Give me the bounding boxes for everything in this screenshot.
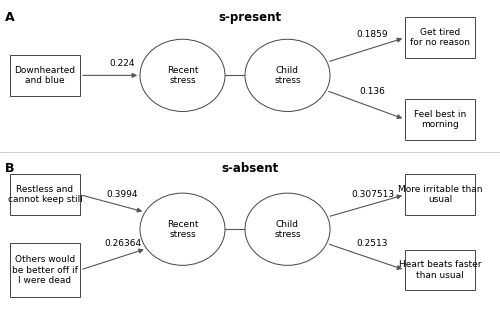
FancyBboxPatch shape [405,250,475,290]
Text: 0.307513: 0.307513 [351,190,394,199]
Text: s-absent: s-absent [222,162,278,175]
Ellipse shape [140,193,225,265]
Text: Heart beats faster
than usual: Heart beats faster than usual [399,260,481,280]
Text: Child
stress: Child stress [274,219,301,239]
Ellipse shape [245,193,330,265]
FancyBboxPatch shape [405,17,475,58]
FancyBboxPatch shape [405,174,475,215]
Text: 0.1859: 0.1859 [356,30,388,39]
Text: Get tired
for no reason: Get tired for no reason [410,28,470,47]
Text: More irritable than
usual: More irritable than usual [398,185,482,204]
Text: 0.136: 0.136 [360,87,386,96]
FancyBboxPatch shape [405,99,475,140]
Text: Others would
be better off if
I were dead: Others would be better off if I were dea… [12,255,78,285]
Text: B: B [5,162,15,175]
Text: Downhearted
and blue: Downhearted and blue [14,66,76,85]
Text: s-present: s-present [218,11,282,24]
Text: 0.2513: 0.2513 [357,239,388,248]
Text: Restless and
cannot keep still: Restless and cannot keep still [8,185,83,204]
FancyBboxPatch shape [10,55,80,96]
Text: 0.3994: 0.3994 [107,190,138,199]
FancyBboxPatch shape [10,243,80,297]
FancyBboxPatch shape [10,174,80,215]
Text: 0.224: 0.224 [110,58,135,68]
Text: Recent
stress: Recent stress [167,219,198,239]
Text: 0.26364: 0.26364 [104,239,141,248]
Ellipse shape [140,39,225,111]
Text: Feel best in
morning: Feel best in morning [414,110,466,129]
Ellipse shape [245,39,330,111]
Text: Child
stress: Child stress [274,66,301,85]
Text: Recent
stress: Recent stress [167,66,198,85]
Text: A: A [5,11,15,24]
